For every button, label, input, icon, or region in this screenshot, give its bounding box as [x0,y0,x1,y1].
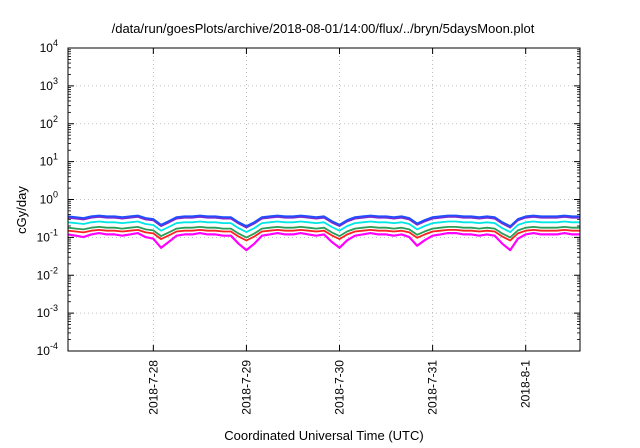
x-tick-label: 2018-8-1 [519,360,533,408]
y-axis-label: cGy/day [14,186,29,234]
plot-frame [67,47,581,352]
series-line [67,214,580,228]
series-line [67,232,580,252]
y-tick-label: 104 [40,38,58,55]
series-line [67,228,580,242]
series-line [67,215,580,229]
series-line [67,225,580,239]
series-line [67,220,580,234]
x-tick-label: 2018-7-30 [333,360,347,415]
y-tick-label: 101 [40,152,58,169]
x-axis-ticks: 2018-7-28 2018-7-29 2018-7-30 2018-7-31 2018… [146,48,533,415]
x-tick-label: 2018-7-31 [426,360,440,415]
y-tick-label: 102 [40,114,58,131]
y-tick-label: 10-1 [37,227,58,244]
y-tick-label: 103 [40,76,58,93]
y-tick-label: 10-2 [37,265,58,282]
y-tick-label: 10-4 [37,341,58,358]
y-tick-label: 10-3 [37,303,58,320]
chart-title: /data/run/goesPlots/archive/2018-08-01/1… [112,21,535,36]
y-tick-label: 100 [40,190,58,207]
x-tick-label: 2018-7-29 [239,360,253,415]
x-axis-label: Coordinated Universal Time (UTC) [224,428,423,443]
series-group [67,214,580,252]
grid [68,48,580,351]
x-tick-label: 2018-7-28 [146,360,160,415]
